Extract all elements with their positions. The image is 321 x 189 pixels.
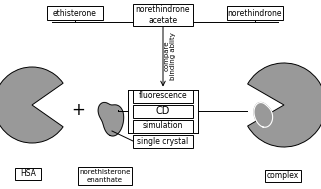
Wedge shape — [247, 63, 321, 147]
Wedge shape — [0, 67, 63, 143]
Text: complex: complex — [267, 171, 299, 180]
FancyBboxPatch shape — [78, 167, 132, 185]
FancyBboxPatch shape — [15, 168, 41, 180]
FancyBboxPatch shape — [265, 170, 301, 182]
Text: compare: compare — [164, 40, 170, 71]
Polygon shape — [98, 102, 124, 136]
Text: CD: CD — [156, 106, 170, 116]
FancyBboxPatch shape — [133, 135, 193, 147]
Text: single crystal: single crystal — [137, 136, 189, 146]
FancyBboxPatch shape — [133, 90, 193, 102]
Text: norethindrone
acetate: norethindrone acetate — [136, 5, 190, 25]
Text: binding ablity: binding ablity — [170, 32, 176, 80]
FancyBboxPatch shape — [47, 6, 103, 20]
Text: simulation: simulation — [143, 122, 183, 130]
Text: fluorescence: fluorescence — [139, 91, 187, 101]
Text: ethisterone: ethisterone — [53, 9, 97, 18]
FancyBboxPatch shape — [227, 6, 283, 20]
FancyBboxPatch shape — [133, 4, 193, 26]
Text: norethisterone
enanthate: norethisterone enanthate — [79, 170, 131, 183]
Text: HSA: HSA — [20, 170, 36, 178]
FancyBboxPatch shape — [133, 119, 193, 132]
FancyBboxPatch shape — [133, 105, 193, 118]
Polygon shape — [254, 103, 273, 127]
Text: norethindrone: norethindrone — [228, 9, 282, 18]
Text: +: + — [71, 101, 85, 119]
